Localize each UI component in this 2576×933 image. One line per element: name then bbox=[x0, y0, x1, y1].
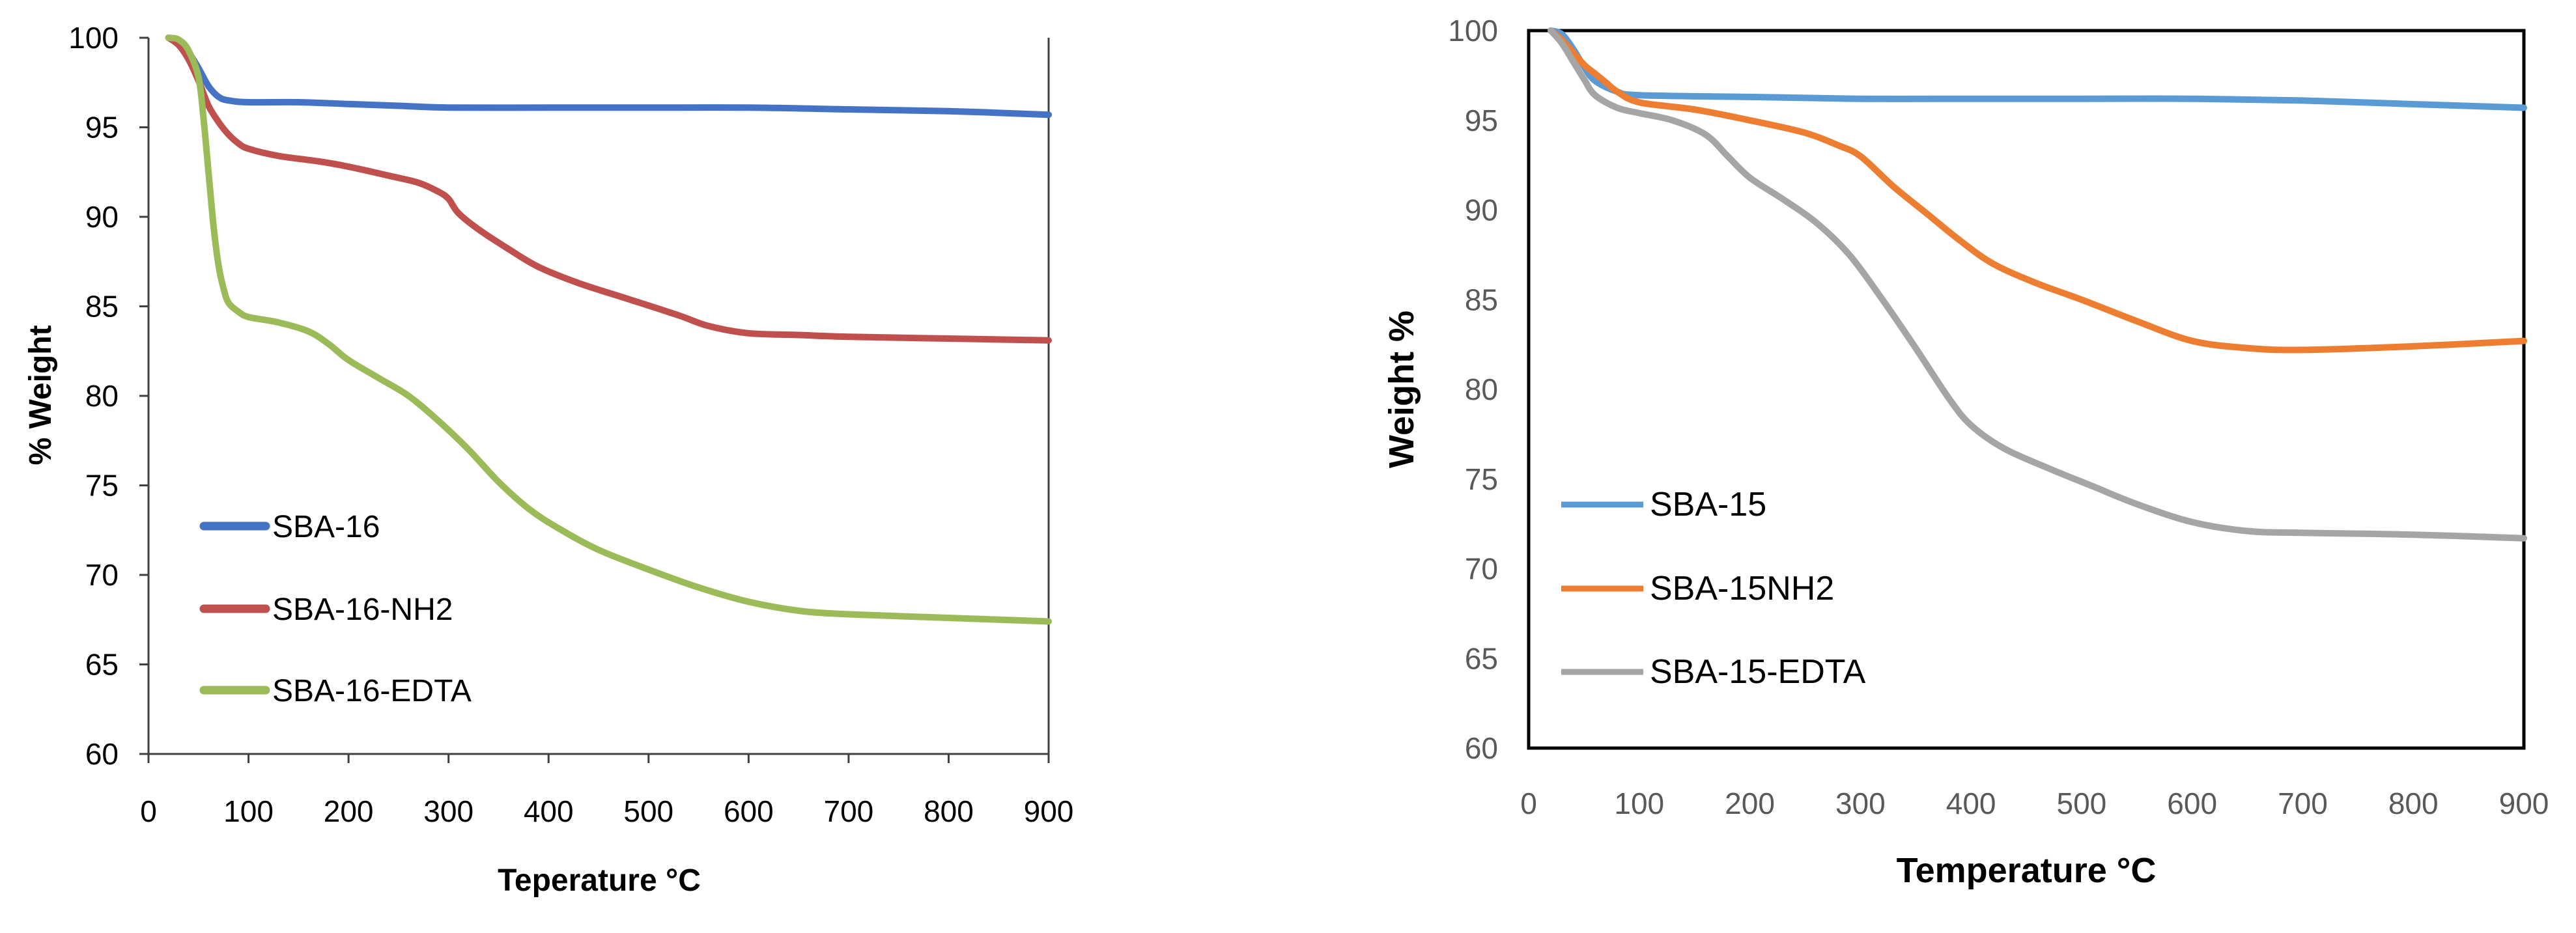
left-y-tick-label: 85 bbox=[85, 290, 119, 324]
left-x-axis-title: Teperature °C bbox=[498, 863, 701, 898]
right-series-line-sba-15nh2 bbox=[1548, 27, 2527, 354]
left-y-tick-label: 75 bbox=[85, 469, 119, 503]
left-series-line-sba-16-edta bbox=[165, 35, 1052, 625]
right-y-tick-label: 80 bbox=[1465, 372, 1498, 406]
left-x-tick-label: 100 bbox=[223, 794, 274, 828]
right-x-tick-label: 900 bbox=[2499, 787, 2549, 820]
left-legend-label-sba16-edta: SBA-16-EDTA bbox=[272, 674, 472, 708]
right-x-tick-label: 600 bbox=[2167, 787, 2217, 820]
left-y-tick-label: 100 bbox=[68, 21, 119, 55]
left-x-tick-label: 500 bbox=[623, 794, 673, 828]
left-y-axis-title: % Weight bbox=[23, 325, 58, 465]
right-series-line-sba-15-edta bbox=[1548, 27, 2527, 542]
left-x-tick-label: 300 bbox=[423, 794, 474, 828]
right-y-tick-label: 70 bbox=[1465, 552, 1498, 586]
left-x-tick-label: 800 bbox=[924, 794, 974, 828]
left-y-tick-label: 60 bbox=[85, 737, 119, 771]
right-legend-label-sba15: SBA-15 bbox=[1650, 486, 1766, 523]
right-y-tick-label: 95 bbox=[1465, 104, 1498, 137]
left-x-tick-label: 600 bbox=[724, 794, 774, 828]
left-x-tick-label: 900 bbox=[1024, 794, 1074, 828]
right-legend-label-sba15-edta: SBA-15-EDTA bbox=[1650, 653, 1866, 691]
left-legend: SBA-16 SBA-16-NH2 SBA-16-EDTA bbox=[199, 510, 472, 708]
right-x-tick-label: 100 bbox=[1614, 787, 1664, 820]
right-x-tick-label: 400 bbox=[1946, 787, 1996, 820]
right-y-tick-label: 90 bbox=[1465, 193, 1498, 227]
left-y-tick-label: 95 bbox=[85, 111, 119, 145]
right-x-tick-label: 500 bbox=[2057, 787, 2107, 820]
right-y-tick-label: 60 bbox=[1465, 731, 1498, 765]
right-y-tick-label: 75 bbox=[1465, 462, 1498, 496]
right-x-tick-label: 700 bbox=[2278, 787, 2328, 820]
right-y-tick-label: 65 bbox=[1465, 641, 1498, 675]
left-y-tick-label: 70 bbox=[85, 558, 119, 592]
left-legend-label-sba16-nh2: SBA-16-NH2 bbox=[272, 592, 453, 627]
right-legend-label-sba15nh2: SBA-15NH2 bbox=[1650, 570, 1834, 607]
left-series-line-sba-16 bbox=[165, 35, 1052, 118]
right-chart: 60 65 70 75 80 85 90 95 100 0 100 200 300 400 500 600 7… bbox=[1382, 14, 2549, 890]
left-x-tick-label: 0 bbox=[140, 794, 157, 828]
left-x-tick-label: 200 bbox=[324, 794, 374, 828]
right-x-axis-title: Temperature °C bbox=[1897, 851, 2157, 890]
right-y-tick-label: 100 bbox=[1448, 14, 1498, 48]
left-y-tick-label: 80 bbox=[85, 379, 119, 413]
left-legend-label-sba16: SBA-16 bbox=[272, 510, 380, 544]
right-plot-border bbox=[1527, 29, 2526, 750]
left-chart: 60 65 70 75 80 85 90 95 100 0 100 200 300 400 500 600 7… bbox=[23, 21, 1073, 898]
right-legend: SBA-15 SBA-15NH2 SBA-15-EDTA bbox=[1561, 486, 1866, 691]
left-x-tick-label: 400 bbox=[524, 794, 574, 828]
right-x-tick-label: 800 bbox=[2388, 787, 2439, 820]
right-y-axis-title: Weight % bbox=[1382, 311, 1421, 468]
right-x-tick-label: 0 bbox=[1520, 787, 1537, 820]
right-x-tick-label: 200 bbox=[1725, 787, 1775, 820]
right-series-line-sba-15 bbox=[1548, 27, 2527, 111]
left-series-line-sba-16-nh2 bbox=[165, 35, 1052, 344]
left-y-tick-label: 90 bbox=[85, 200, 119, 234]
left-x-tick-label: 700 bbox=[824, 794, 874, 828]
right-y-tick-label: 85 bbox=[1465, 283, 1498, 316]
left-y-tick-label: 65 bbox=[85, 648, 119, 682]
right-x-tick-label: 300 bbox=[1835, 787, 1886, 820]
